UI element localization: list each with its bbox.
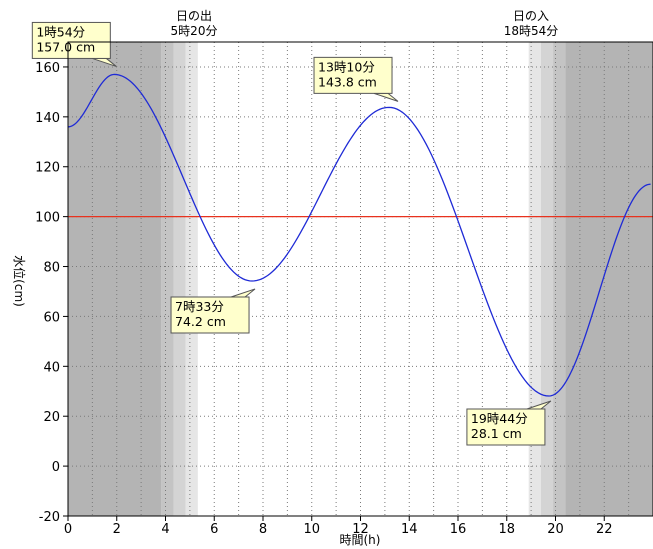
shade-band-0 [68,42,162,516]
shade-band-2 [173,42,186,516]
annotation-box [313,56,393,94]
x-tick-label: 8 [259,522,267,537]
annotation-value: 74.2 cm [175,314,226,329]
annotation-time: 1時54分 [36,24,85,39]
x-tick-label: 12 [352,522,369,537]
y-tick-label: 40 [43,360,60,375]
y-tick-label: 80 [43,261,60,276]
y-tick-label: 60 [43,310,60,325]
y-tick-label: 140 [35,111,60,126]
x-tick-label: 2 [113,522,121,537]
shade-band-3 [185,42,198,516]
annotation-box [170,296,250,334]
annotation-time: 7時33分 [175,299,224,314]
y-tick-label: 120 [35,161,60,176]
annotation-box [31,21,111,59]
y-tick-label: 100 [35,211,60,226]
annotation-value: 28.1 cm [471,426,522,441]
axis-ticks: 0 2 4 6 8 10 12 14 16 18 20 22 -20 0 20 40 60 80 100 120 140… [35,61,612,537]
x-tick-label: 10 [303,522,320,537]
annotation-value: 143.8 cm [318,74,377,89]
sunset-time: 18時54分 [504,24,559,38]
shade-band-1 [161,42,174,516]
y-tick-label: 160 [35,61,60,76]
x-tick-label: 0 [64,522,72,537]
x-tick-label: 22 [596,522,613,537]
annotation-box [466,408,546,446]
plot-frame [67,41,653,517]
x-tick-label: 16 [450,522,467,537]
x-tick-label: 20 [547,522,564,537]
x-tick-label: 18 [498,522,515,537]
x-axis-label: 時間(h) [340,533,381,547]
y-axis-label: 水位(cm) [12,255,27,307]
annotation-value: 157.0 cm [36,39,95,54]
x-tick-label: 6 [210,522,218,537]
shade-band-5 [528,42,541,516]
annotation-time: 19時44分 [471,411,528,426]
sunrise-time: 5時20分 [171,24,218,38]
shade-band-6 [540,42,554,516]
shade-band-7 [553,42,566,516]
shade-band-8 [565,42,653,516]
y-tick-label: -20 [39,510,60,525]
tide-curve [67,73,651,397]
x-tick-label: 14 [401,522,418,537]
sunrise-label: 日の出 [176,9,212,23]
x-tick-label: 4 [161,522,169,537]
annotation-time: 13時10分 [318,59,375,74]
y-tick-label: 20 [43,410,60,425]
sunset-label: 日の入 [513,9,549,23]
y-tick-label: 0 [52,460,60,475]
